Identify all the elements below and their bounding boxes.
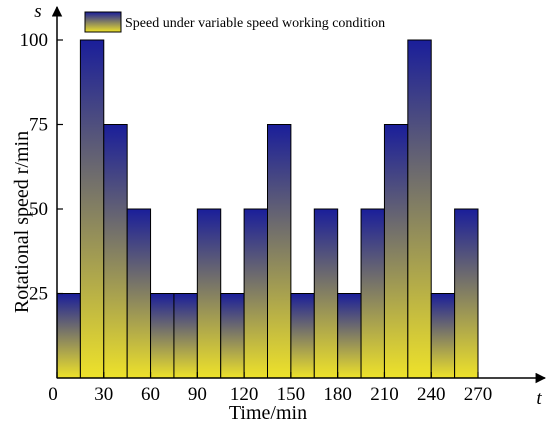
- x-tick-label-90: 90: [188, 384, 207, 405]
- bar-3: [126, 208, 152, 379]
- bar-13: [360, 208, 385, 379]
- legend-label: Speed under variable speed working condi…: [125, 16, 385, 31]
- bar-2: [103, 124, 128, 379]
- bar-7: [220, 293, 245, 379]
- x-axis-title: Time/min: [229, 402, 307, 424]
- bar-1: [79, 39, 105, 379]
- bar-17: [454, 208, 479, 379]
- bar-6: [196, 208, 222, 379]
- legend: Speed under variable speed working condi…: [84, 11, 385, 33]
- y-axis-variable: s: [34, 1, 41, 22]
- y-tick-label-75: 75: [29, 115, 48, 136]
- x-tick-label-270: 270: [464, 384, 493, 405]
- x-tick-label-60: 60: [141, 384, 160, 405]
- x-ticks: 0 30 60 90 120 150 180 210 240 270: [48, 372, 492, 405]
- y-tick-label-50: 50: [29, 199, 48, 220]
- bar-4: [150, 293, 175, 379]
- x-axis-variable: t: [536, 388, 542, 409]
- bar-5: [173, 293, 198, 379]
- y-tick-label-100: 100: [20, 30, 49, 51]
- bar-11: [313, 208, 339, 379]
- bars: [56, 39, 479, 379]
- x-tick-label-150: 150: [277, 384, 306, 405]
- x-tick-label-180: 180: [323, 384, 352, 405]
- bar-0: [56, 293, 81, 379]
- bar-12: [337, 293, 362, 379]
- x-tick-label-30: 30: [94, 384, 113, 405]
- bar-14: [383, 124, 409, 379]
- x-tick-label-210: 210: [370, 384, 399, 405]
- bar-10: [290, 293, 315, 379]
- y-axis-title: Rotational speed r/min: [11, 131, 33, 313]
- bar-16: [430, 293, 456, 379]
- bar-15: [407, 39, 432, 379]
- y-ticks: 25 50 75 100: [20, 30, 63, 305]
- bar-9: [267, 124, 292, 379]
- legend-swatch: [84, 11, 122, 33]
- y-tick-label-25: 25: [29, 284, 48, 305]
- x-tick-label-240: 240: [417, 384, 446, 405]
- x-tick-label-120: 120: [230, 384, 259, 405]
- bar-8: [243, 208, 269, 379]
- x-tick-label-0: 0: [48, 384, 58, 405]
